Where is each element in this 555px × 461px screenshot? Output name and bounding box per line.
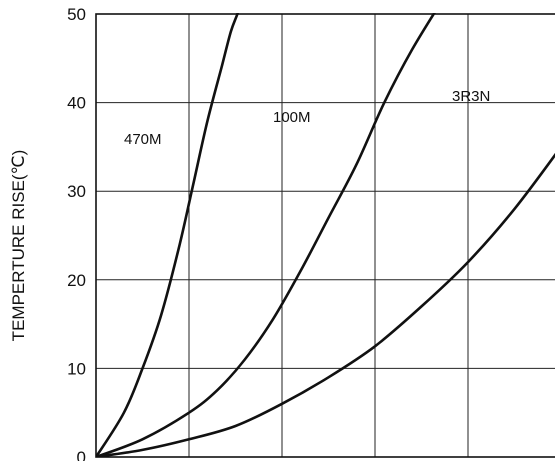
y-tick-label: 40 (67, 94, 86, 113)
y-tick-label: 0 (77, 448, 86, 461)
series-line-3r3n (96, 152, 555, 457)
series-label-layer: 470M 100M 3R3N (124, 88, 490, 148)
series-line-470m (96, 13, 240, 457)
grid-layer (96, 14, 555, 457)
y-axis-label: TEMPERTURE RISE(℃) (9, 150, 28, 342)
series-label-470m: 470M (124, 131, 162, 148)
curve-layer (96, 13, 555, 457)
y-tick-label: 30 (67, 182, 86, 201)
y-tick-layer: 0 10 20 30 40 50 (67, 5, 86, 461)
y-tick-label: 50 (67, 5, 86, 24)
y-tick-label: 20 (67, 271, 86, 290)
series-label-3r3n: 3R3N (452, 88, 490, 105)
y-tick-label: 10 (67, 359, 86, 378)
series-label-100m: 100M (273, 109, 311, 126)
series-line-100m (96, 13, 436, 457)
plot-frame (95, 13, 555, 458)
